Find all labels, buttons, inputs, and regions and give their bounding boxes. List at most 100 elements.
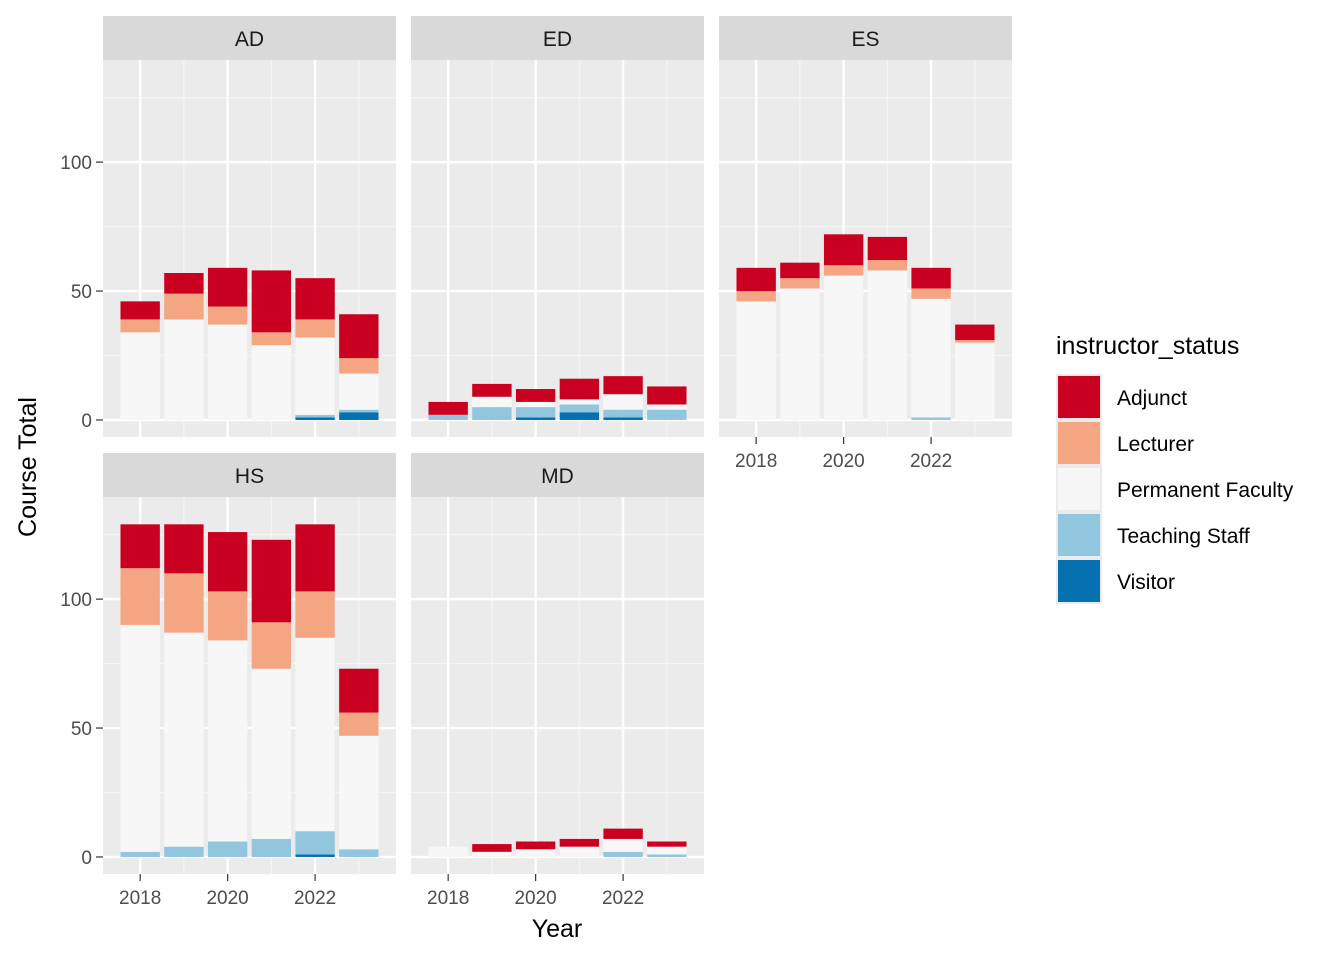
bar-permanent-faculty (164, 319, 204, 420)
y-tick-label: 50 (71, 719, 92, 740)
facet-strip-label: ES (851, 28, 879, 51)
legend-item: Teaching Staff (1056, 512, 1250, 558)
bar-lecturer (207, 306, 248, 325)
bar-adjunct (251, 539, 292, 623)
x-tick-label: 2018 (119, 888, 161, 909)
x-tick-label: 2020 (822, 451, 864, 472)
bar-visitor (603, 417, 643, 420)
bar-permanent-faculty (736, 301, 776, 420)
bar-adjunct (780, 262, 820, 279)
bar-permanent-faculty (472, 851, 512, 857)
bar-adjunct (515, 841, 556, 850)
bar-lecturer (911, 288, 951, 299)
bar-lecturer (736, 291, 776, 302)
bar-teaching-staff (911, 417, 951, 420)
bar-adjunct (911, 267, 951, 289)
bar-permanent-faculty (207, 324, 248, 420)
bar-visitor (295, 417, 335, 420)
x-tick-label: 2022 (602, 888, 644, 909)
bar-permanent-faculty (295, 637, 335, 832)
bar-lecturer (120, 319, 160, 333)
bar-adjunct (603, 376, 643, 395)
bar-adjunct (164, 524, 204, 574)
bar-permanent-faculty (559, 846, 600, 857)
bar-permanent-faculty (164, 632, 204, 847)
legend-item: Adjunct (1056, 374, 1187, 420)
legend-label: Visitor (1117, 571, 1175, 594)
bar-permanent-faculty (251, 668, 292, 839)
bar-permanent-faculty (780, 288, 820, 420)
bar-teaching-staff (339, 849, 379, 857)
facet-strip-label: MD (541, 465, 574, 488)
bar-teaching-staff (251, 838, 292, 857)
bar-adjunct (736, 267, 776, 292)
y-tick-label: 100 (60, 153, 92, 174)
bar-adjunct (472, 844, 512, 852)
x-tick-label: 2020 (206, 888, 248, 909)
bar-teaching-staff (559, 404, 600, 413)
bar-permanent-faculty (120, 332, 160, 420)
bar-permanent-faculty (559, 399, 600, 405)
bar-teaching-staff (647, 409, 687, 420)
y-tick-label: 0 (81, 411, 92, 432)
bar-permanent-faculty (339, 373, 379, 410)
bar-teaching-staff (428, 414, 468, 420)
bar-adjunct (647, 386, 687, 405)
x-tick-label: 2022 (294, 888, 336, 909)
bar-adjunct (164, 272, 204, 294)
bar-adjunct (472, 383, 512, 397)
legend-item: Visitor (1056, 558, 1175, 604)
bar-permanent-faculty (472, 396, 512, 408)
bar-adjunct (559, 838, 600, 847)
legend-swatch (1058, 514, 1100, 556)
x-tick-label: 2020 (514, 888, 556, 909)
facet-panels: AD 0 50 100 ED ES 2018 2020 2022 HS 0 50 100 2018 2020… (60, 16, 1012, 909)
bar-lecturer (339, 358, 379, 374)
legend: instructor_status Adjunct Lecturer Permane… (1056, 332, 1294, 604)
bar-permanent-faculty (603, 838, 643, 852)
facet-panel-es: ES 2018 2020 2022 (719, 16, 1012, 472)
bar-adjunct (559, 378, 600, 400)
bar-adjunct (120, 301, 160, 320)
bar-lecturer (823, 265, 864, 276)
bar-teaching-staff (164, 846, 204, 857)
facet-panel-md: MD 2018 2020 2022 (411, 453, 704, 909)
bar-lecturer (207, 591, 248, 641)
bar-adjunct (515, 389, 556, 402)
bar-visitor (559, 412, 600, 420)
facet-panel-ad: AD 0 50 100 (60, 16, 396, 437)
legend-items: Adjunct Lecturer Permanent Faculty Teaching… (1056, 374, 1294, 604)
bar-adjunct (207, 267, 248, 307)
bar-permanent-faculty (647, 846, 687, 855)
bar-adjunct (295, 278, 335, 320)
bar-permanent-faculty (603, 394, 643, 410)
facet-strip (719, 16, 1012, 60)
bar-adjunct (251, 270, 292, 333)
bar-teaching-staff (295, 414, 335, 418)
bar-teaching-staff (207, 841, 248, 857)
legend-label: Teaching Staff (1117, 525, 1250, 548)
bar-teaching-staff (472, 407, 512, 420)
bar-teaching-staff (515, 407, 556, 418)
facet-strip (103, 16, 396, 60)
legend-item: Lecturer (1056, 420, 1194, 466)
facet-strip (411, 16, 704, 60)
bar-permanent-faculty (295, 337, 335, 415)
bar-permanent-faculty (428, 846, 468, 857)
facet-panel-ed: ED (411, 16, 704, 437)
bar-visitor (515, 417, 556, 420)
bar-teaching-staff (120, 851, 160, 857)
facet-strip-label: ED (543, 28, 572, 51)
bar-teaching-staff (603, 851, 643, 857)
y-tick-label: 100 (60, 590, 92, 611)
y-axis-label: Course Total (14, 397, 42, 537)
bar-lecturer (339, 712, 379, 736)
bar-lecturer (295, 319, 335, 338)
bar-visitor (295, 854, 335, 857)
legend-label: Permanent Faculty (1117, 479, 1294, 502)
x-tick-label: 2018 (735, 451, 777, 472)
bar-adjunct (120, 524, 160, 569)
facet-panel-hs: HS 0 50 100 2018 2020 2022 (60, 453, 396, 909)
bar-lecturer (120, 568, 160, 625)
